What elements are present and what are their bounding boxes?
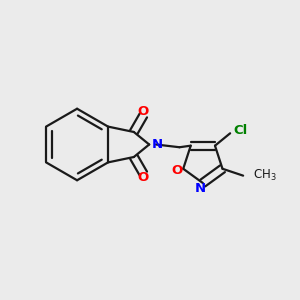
Text: CH$_3$: CH$_3$ [253, 168, 276, 183]
Text: Cl: Cl [233, 124, 247, 136]
Text: O: O [138, 105, 149, 118]
Text: O: O [172, 164, 183, 177]
Text: O: O [138, 171, 149, 184]
Text: N: N [195, 182, 206, 195]
Text: N: N [152, 138, 163, 151]
